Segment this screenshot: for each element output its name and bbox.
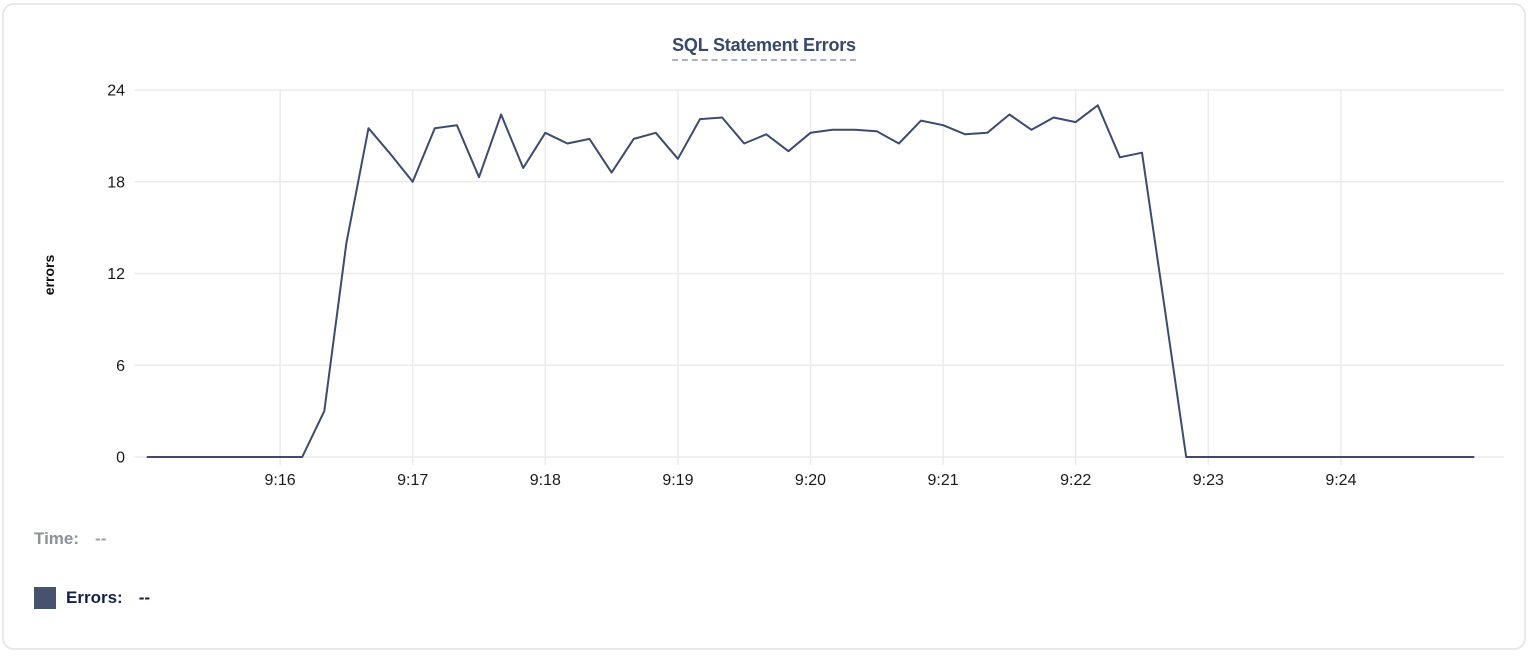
- x-tick-label: 9:19: [662, 472, 693, 489]
- y-tick-label: 24: [107, 83, 125, 100]
- x-tick-label: 9:17: [397, 472, 428, 489]
- y-axis-label: errors: [41, 255, 57, 296]
- x-tick-label: 9:20: [795, 472, 826, 489]
- x-tick-label: 9:21: [928, 472, 959, 489]
- errors-series-swatch: [34, 587, 56, 609]
- time-label: Time:: [34, 529, 79, 549]
- time-value: --: [95, 529, 106, 549]
- x-tick-label: 9:16: [265, 472, 296, 489]
- y-tick-label: 12: [107, 266, 125, 283]
- line-chart-plot-area[interactable]: 0 6 12 18 24 9:16 9:17 9:18 9:19 9:20 9:21 9:22 9:23…: [4, 5, 1528, 657]
- y-tick-label: 18: [107, 174, 125, 191]
- x-tick-label: 9:24: [1325, 472, 1356, 489]
- x-tick-label: 9:22: [1060, 472, 1091, 489]
- y-tick-label: 0: [116, 450, 125, 467]
- y-tick-label: 6: [116, 358, 125, 375]
- hover-readout-time: Time: --: [34, 529, 106, 549]
- x-tick-label: 9:23: [1193, 472, 1224, 489]
- errors-value: --: [139, 588, 150, 608]
- x-tick-label: 9:18: [530, 472, 561, 489]
- errors-label: Errors:: [66, 588, 123, 608]
- legend-item-errors[interactable]: Errors: --: [34, 587, 150, 609]
